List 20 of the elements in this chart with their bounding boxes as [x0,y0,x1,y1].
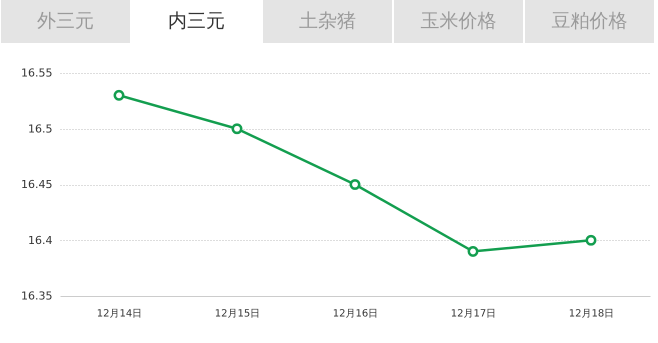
x-tick-label: 12月17日 [450,308,496,320]
point [586,234,596,246]
y-tick-label: 16.55 [21,66,52,80]
text: 内三元 [168,10,225,32]
x-tick-label: 12月14日 [96,308,142,320]
x-tick-label: 12月15日 [214,308,260,320]
text: 外三元 [37,10,94,32]
text: 豆粕价格 [552,10,628,32]
y-tick-label: 16.45 [21,178,52,191]
point [350,179,360,190]
text: 土杂猪 [299,10,356,32]
point [468,246,478,257]
x-tick-label: 12月16日 [332,308,378,320]
y-tick-label: 16.35 [21,290,52,302]
text: 玉米价格 [420,10,496,32]
y-tick-label: 16.5 [28,122,52,136]
x-tick-label: 12月18日 [568,308,614,320]
y-tick-label: 16.4 [28,234,52,247]
point [114,90,124,101]
point [232,123,242,134]
